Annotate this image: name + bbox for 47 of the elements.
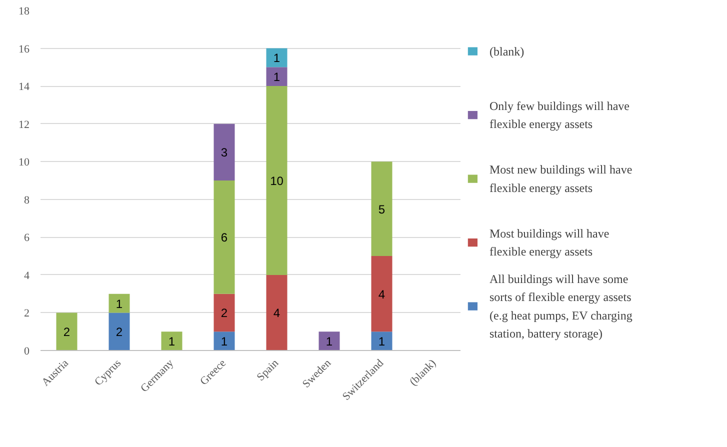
bar [371,162,392,256]
y-tick-label: 10 [18,156,30,169]
bar [371,256,392,332]
y-tick-label: 6 [24,232,30,244]
data-label: 1 [168,334,176,349]
data-label: 4 [273,306,280,320]
data-label: 1 [326,334,333,349]
data-label: 1 [273,51,280,66]
bar [214,180,235,294]
bar [266,67,288,86]
data-label: 2 [63,325,70,340]
bar [214,294,235,332]
data-label: 1 [378,334,386,349]
y-tick-label: 4 [24,270,30,282]
y-tick-label: 0 [24,346,30,358]
data-label: 1 [273,70,280,84]
data-label: 1 [116,296,123,311]
bar [108,294,130,313]
data-label: 4 [378,287,386,302]
data-label: 3 [220,146,228,160]
bar [108,312,130,350]
legend-label: All buildings will have some sorts of flexible energy assets (e.g heat pumps, EV charging station, battery storage) [490,272,632,341]
data-label: 5 [378,202,386,216]
bar [266,86,288,275]
bar [56,312,78,350]
bar [318,332,340,350]
y-tick-label: 2 [24,308,30,320]
bar [214,332,235,350]
bar [266,274,288,350]
bar [214,124,235,180]
y-tick-label: 14 [18,81,30,94]
legend-label: Most buildings will have flexible energy assets [490,226,610,259]
legend-label: Most new buildings will have flexible energy assets [490,162,632,195]
bar [266,48,288,68]
data-label: 6 [220,230,228,245]
legend-label: Only few buildings will have flexible energy assets [490,98,630,132]
y-tick-label: 8 [24,194,30,206]
y-tick-label: 12 [18,118,30,131]
data-label: 10 [270,174,284,188]
legend-label: (blank) [490,44,524,58]
bar [161,332,182,350]
y-tick-label: 16 [18,43,30,56]
bar [371,332,392,350]
y-tick-label: 18 [18,6,30,18]
data-label: 2 [220,306,228,320]
data-label: 1 [220,334,228,349]
data-label: 2 [116,325,123,340]
